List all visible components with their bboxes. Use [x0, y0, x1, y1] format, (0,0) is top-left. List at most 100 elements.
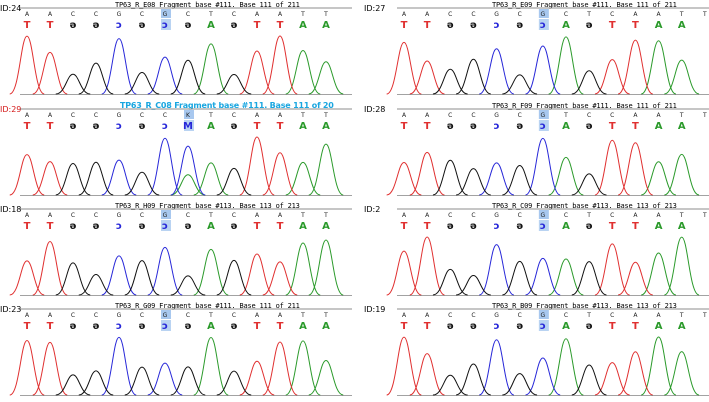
highlighted-call — [161, 320, 171, 331]
trace-peak-G — [455, 58, 491, 95]
base-call: ɔ — [116, 20, 122, 31]
base-call: T — [277, 221, 284, 232]
base-call: T — [632, 20, 639, 31]
reference-base: C — [610, 11, 614, 18]
trace-peak-G — [455, 168, 491, 196]
reference-base: T — [323, 112, 328, 119]
trace-peak-T — [262, 261, 298, 296]
trace-peak-C — [525, 137, 561, 196]
reference-base: C — [94, 312, 98, 319]
reference-base: C — [71, 112, 75, 119]
trace-peak-C — [147, 246, 183, 296]
chromatogram-panel: ID:28 TP63_R_F09 Fragment base #111. Base… — [364, 101, 709, 201]
base-call: ə — [516, 121, 523, 132]
trace-peak-T — [409, 236, 445, 296]
base-call: T — [47, 20, 54, 31]
base-call: ə — [516, 321, 523, 332]
base-call: ə — [70, 121, 77, 132]
base-call: ə — [93, 321, 100, 332]
trace-peak-T — [9, 260, 45, 296]
base-call: ə — [185, 20, 192, 31]
base-call: T — [24, 321, 31, 332]
trace-peak-G — [502, 373, 538, 396]
trace-peak-G — [216, 167, 252, 196]
trace-peak-A — [285, 49, 321, 95]
base-call: ɔ — [494, 121, 500, 132]
trace-peak-T — [594, 139, 630, 196]
trace-peak-C — [525, 357, 561, 396]
base-call: ɔ — [494, 221, 500, 232]
trace-peak-G — [455, 363, 491, 396]
trace-peak-G — [124, 260, 160, 296]
trace-peak-T — [386, 161, 422, 196]
reference-base: T — [300, 312, 305, 319]
trace-peak-G — [216, 74, 252, 95]
reference-base: C — [71, 312, 75, 319]
reference-base: C — [140, 11, 144, 18]
highlighted-call — [538, 120, 549, 131]
trace-peak-T — [32, 161, 68, 196]
reference-base: G — [494, 112, 499, 119]
highlighted-base — [538, 110, 549, 119]
trace-peak-T — [594, 243, 630, 296]
trace-peak-C — [147, 56, 183, 95]
trace-peak-G — [55, 374, 91, 396]
highlighted-base — [538, 9, 549, 18]
base-call: ə — [139, 221, 146, 232]
trace-peak-G — [55, 73, 91, 95]
reference-base: C — [564, 312, 568, 319]
base-call: T — [24, 20, 31, 31]
reference-base: C — [71, 11, 75, 18]
base-call: A — [322, 321, 330, 332]
base-call: ə — [70, 221, 77, 232]
base-call: ə — [93, 20, 100, 31]
base-call: ɔ — [540, 321, 546, 332]
reference-base: K — [186, 112, 191, 119]
trace-peak-A — [193, 337, 229, 396]
reference-base: A — [48, 11, 53, 18]
reference-base: C — [186, 11, 190, 18]
reference-base: C — [232, 112, 236, 119]
reference-base: T — [586, 212, 591, 219]
base-call: ə — [231, 221, 238, 232]
base-call: T — [277, 20, 284, 31]
reference-base: A — [278, 11, 283, 18]
base-call: ɔ — [116, 121, 122, 132]
trace-peak-C — [147, 137, 183, 196]
trace-peak-G — [78, 62, 114, 95]
base-call: ə — [586, 221, 593, 232]
reference-base: A — [402, 212, 407, 219]
base-call: A — [678, 221, 686, 232]
chromatogram-panel: ID:19 TP63_R_B09 Fragment base #113. Base… — [364, 301, 709, 401]
base-call: ə — [447, 321, 454, 332]
base-call: T — [401, 121, 408, 132]
trace-peak-G — [78, 161, 114, 196]
reference-base: C — [186, 212, 190, 219]
sample-id-label: ID:19 — [364, 305, 386, 314]
base-call: ə — [139, 321, 146, 332]
base-call: T — [424, 221, 431, 232]
reference-base: A — [25, 312, 30, 319]
reference-base: A — [657, 212, 662, 219]
reference-base: C — [448, 312, 452, 319]
trace-peak-G — [55, 262, 91, 296]
chromatogram-panel: ID:24 TP63_R_E08 Fragment base #111. Base… — [0, 0, 352, 100]
reference-base: T — [208, 312, 213, 319]
reference-base: C — [564, 11, 568, 18]
trace-peak-T — [262, 152, 298, 196]
reference-base: G — [541, 312, 546, 319]
sample-id-label: ID:2 — [364, 205, 381, 214]
base-call: A — [655, 321, 663, 332]
base-call: ə — [586, 20, 593, 31]
trace-peak-G — [432, 68, 468, 95]
reference-base: T — [323, 212, 328, 219]
trace-peak-G — [432, 159, 468, 196]
reference-base: C — [471, 112, 475, 119]
trace-peak-A — [308, 239, 344, 296]
trace-peak-A — [664, 153, 700, 196]
trace-peak-T — [617, 142, 654, 196]
base-call: T — [632, 121, 639, 132]
trace-peak-G — [124, 72, 160, 95]
reference-base: T — [702, 312, 707, 319]
